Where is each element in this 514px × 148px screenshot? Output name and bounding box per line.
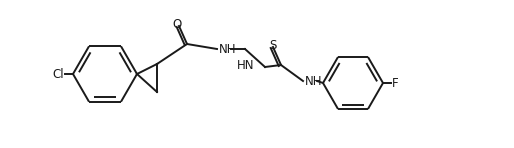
- Text: HN: HN: [237, 58, 254, 71]
- Text: F: F: [392, 77, 399, 90]
- Text: O: O: [172, 18, 181, 31]
- Text: NH: NH: [305, 74, 322, 87]
- Text: Cl: Cl: [52, 67, 64, 81]
- Text: NH: NH: [219, 42, 236, 56]
- Text: S: S: [269, 39, 277, 52]
